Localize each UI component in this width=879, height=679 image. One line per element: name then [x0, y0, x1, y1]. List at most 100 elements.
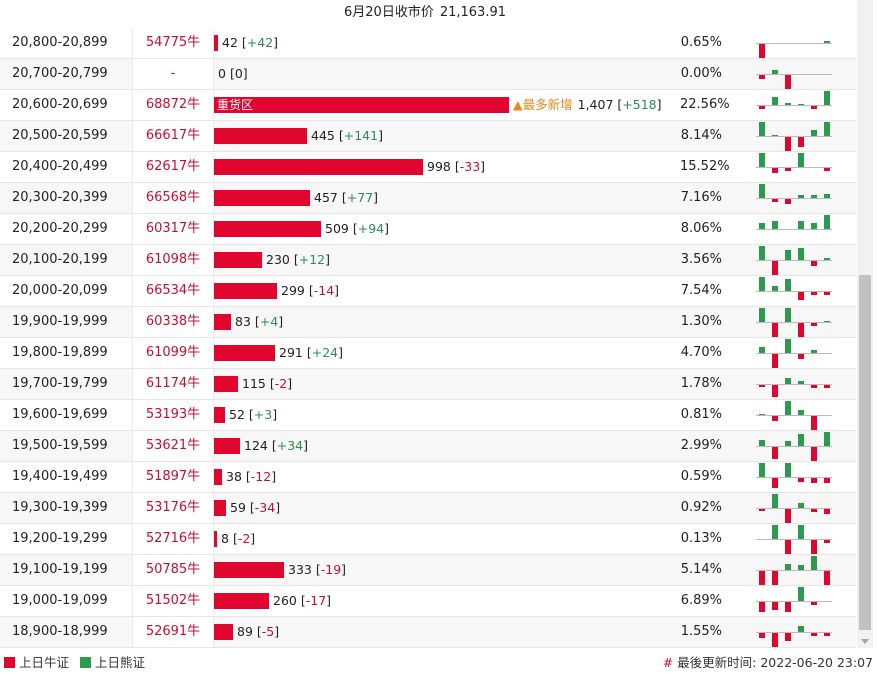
sparkline-bull-bar	[772, 525, 778, 539]
sparkline-baseline	[756, 167, 832, 168]
table-row[interactable]: 19,500-19,599 53621牛 124 [+34] 2.99%	[0, 431, 856, 462]
outstanding-value: ▲最多新增 1,407 [+518]	[513, 90, 662, 120]
sparkline-bull-bar	[798, 381, 804, 384]
cbbc-code-link[interactable]: 52691牛	[132, 617, 214, 647]
price-range: 18,900-18,999	[12, 624, 108, 639]
sparkline-bull-bar	[811, 223, 817, 229]
table-row[interactable]: 20,800-20,899 54775牛 42 [+42] 0.65%	[0, 28, 856, 59]
outstanding-bar-cell: 0 [0]	[214, 59, 674, 89]
cbbc-code-link[interactable]: 51897牛	[132, 462, 214, 492]
most-added-tag: ▲最多新增	[513, 97, 573, 112]
bear-swatch-icon	[80, 657, 91, 668]
sparkline-bull-bar	[824, 122, 830, 136]
cbbc-code-link[interactable]: 66534牛	[132, 276, 214, 306]
price-range: 19,100-19,199	[12, 562, 108, 577]
sparkline-bull-bar	[798, 195, 804, 198]
outstanding-value: 509 [+94]	[325, 214, 389, 244]
cbbc-code-link[interactable]: 60338牛	[132, 307, 214, 337]
sparkline-bull-bar	[811, 350, 817, 353]
cbbc-code-link[interactable]: 51502牛	[132, 586, 214, 616]
outstanding-bar-cell: 291 [+24]	[214, 338, 674, 368]
sparkline-bull-bar	[798, 221, 804, 229]
sparkline-bull-bar	[798, 587, 804, 601]
table-row[interactable]: 20,000-20,099 66534牛 299 [-14] 7.54%	[0, 276, 856, 307]
table-row[interactable]: 19,300-19,399 53176牛 59 [-34] 0.92%	[0, 493, 856, 524]
sparkline-bear-bar	[772, 199, 778, 202]
sparkline-bull-bar	[785, 564, 791, 570]
table-row[interactable]: 20,500-20,599 66617牛 445 [+141] 8.14%	[0, 121, 856, 152]
scroll-down-arrow-icon[interactable]	[861, 639, 869, 644]
sparkline-bear-bar	[824, 633, 830, 636]
sparkline-baseline	[756, 322, 832, 323]
table-row[interactable]: 19,600-19,699 53193牛 52 [+3] 0.81%	[0, 400, 856, 431]
last-updated: # 最後更新时间: 2022-06-20 23:07	[663, 656, 873, 670]
cbbc-code-link[interactable]: 52716牛	[132, 524, 214, 554]
sparkline-bull-bar	[759, 440, 765, 446]
sparkline-baseline	[756, 601, 832, 602]
sparkline-bear-bar	[798, 354, 804, 359]
cbbc-code-link[interactable]: 66568牛	[132, 183, 214, 213]
sparkline-bull-bar	[785, 250, 791, 260]
percentage: 8.14%	[680, 128, 722, 143]
outstanding-count: 1,407	[577, 97, 614, 112]
cbbc-code-link[interactable]: 62617牛	[132, 152, 214, 182]
outstanding-change: [-19]	[315, 562, 347, 577]
sparkline-bear-bar	[811, 385, 817, 388]
vertical-scrollbar[interactable]	[857, 0, 873, 648]
price-range: 19,600-19,699	[12, 407, 108, 422]
sparkline-bull-bar	[759, 347, 765, 353]
outstanding-count: 0	[218, 66, 226, 81]
sparkline-bull-bar	[798, 525, 804, 539]
percentage: 6.89%	[680, 593, 722, 608]
table-row[interactable]: 20,100-20,199 61098牛 230 [+12] 3.56%	[0, 245, 856, 276]
cbbc-code-link[interactable]: 61174牛	[132, 369, 214, 399]
cbbc-code-link[interactable]: 66617牛	[132, 121, 214, 151]
sparkline-baseline	[756, 198, 832, 199]
sparkline-bull-bar	[798, 503, 804, 508]
outstanding-value: 299 [-14]	[281, 276, 339, 306]
cbbc-code-link[interactable]: 53176牛	[132, 493, 214, 523]
scrollbar-thumb[interactable]	[859, 275, 871, 630]
table-row[interactable]: 19,800-19,899 61099牛 291 [+24] 4.70%	[0, 338, 856, 369]
cbbc-code-link[interactable]: 61098牛	[132, 245, 214, 275]
outstanding-value: 124 [+34]	[244, 431, 308, 461]
table-row[interactable]: 20,700-20,799 -0 [0] 0.00%	[0, 59, 856, 90]
closing-price: 21,163.91	[439, 5, 506, 20]
table-row[interactable]: 18,900-18,999 52691牛 89 [-5] 1.55%	[0, 617, 856, 648]
sparkline-bull-bar	[798, 565, 804, 570]
outstanding-bar	[214, 128, 307, 144]
table-row[interactable]: 19,200-19,299 52716牛 8 [-2] 0.13%	[0, 524, 856, 555]
sparkline-bear-bar	[759, 602, 765, 612]
table-row[interactable]: 19,700-19,799 61174牛 115 [-2] 1.78%	[0, 369, 856, 400]
table-row[interactable]: 19,100-19,199 50785牛 333 [-19] 5.14%	[0, 555, 856, 586]
table-row[interactable]: 19,900-19,999 60338牛 83 [+4] 1.30%	[0, 307, 856, 338]
cbbc-code-link[interactable]: 68872牛	[132, 90, 214, 120]
table-row[interactable]: 20,400-20,499 62617牛 998 [-33] 15.52%	[0, 152, 856, 183]
cbbc-code-link[interactable]: 50785牛	[132, 555, 214, 585]
table-row[interactable]: 19,000-19,099 51502牛 260 [-17] 6.89%	[0, 586, 856, 617]
price-range: 20,100-20,199	[12, 252, 108, 267]
cbbc-code-link[interactable]: 54775牛	[132, 28, 214, 58]
outstanding-bar-cell: 8 [-2]	[214, 524, 674, 554]
outstanding-bar	[214, 221, 321, 237]
sparkline-chart	[756, 245, 832, 275]
cbbc-code-link[interactable]: 60317牛	[132, 214, 214, 244]
cbbc-code-link[interactable]: 53621牛	[132, 431, 214, 461]
table-row[interactable]: 20,300-20,399 66568牛 457 [+77] 7.16%	[0, 183, 856, 214]
outstanding-bar	[214, 438, 240, 454]
outstanding-value: 52 [+3]	[229, 400, 277, 430]
table-row[interactable]: 20,200-20,299 60317牛 509 [+94] 8.06%	[0, 214, 856, 245]
page-title: 6月20日收市价 21,163.91	[0, 0, 856, 28]
sparkline-bull-bar	[798, 434, 804, 446]
cbbc-code-link[interactable]: 53193牛	[132, 400, 214, 430]
price-range: 19,800-19,899	[12, 345, 108, 360]
footer: 上日牛证 上日熊证 # 最後更新时间: 2022-06-20 23:07	[0, 648, 879, 679]
table-row[interactable]: 19,400-19,499 51897牛 38 [-12] 0.59%	[0, 462, 856, 493]
cbbc-code-link[interactable]: 61099牛	[132, 338, 214, 368]
outstanding-count: 509	[325, 221, 349, 236]
table-row[interactable]: 20,600-20,699 68872牛 重货区 ▲最多新增 1,407 [+518] 2…	[0, 90, 856, 121]
cbbc-code-link[interactable]: -	[132, 59, 214, 89]
sparkline-chart	[756, 276, 832, 306]
outstanding-change: [+42]	[241, 35, 279, 50]
outstanding-change: [-12]	[245, 469, 277, 484]
